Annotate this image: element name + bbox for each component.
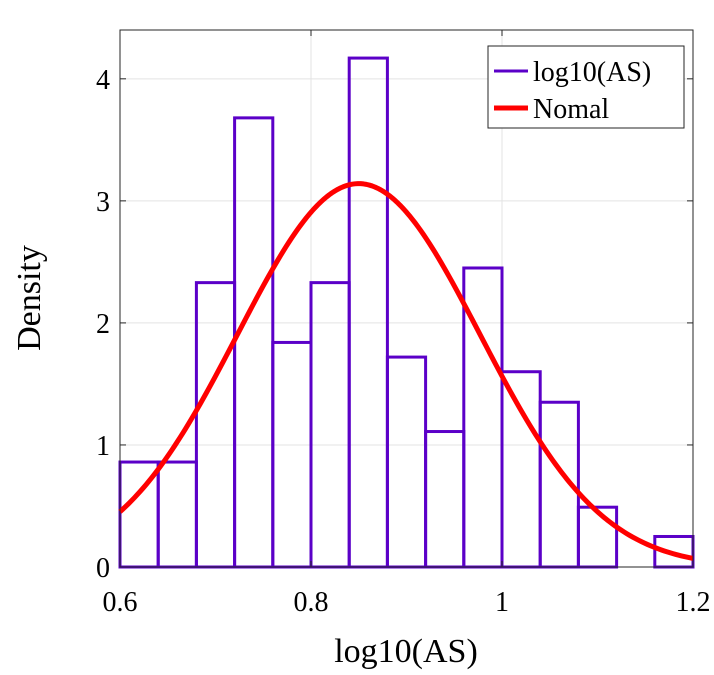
legend-label-histogram: log10(AS) — [533, 57, 651, 88]
legend-box — [487, 45, 685, 129]
x-tick-labels: 0.6 0.8 1 1.2 — [103, 587, 711, 618]
y-tick-labels: 0 1 2 3 4 — [96, 65, 110, 584]
y-tick-label: 3 — [96, 187, 110, 218]
legend: log10(AS) Nomal — [487, 45, 685, 129]
axis-ticks — [119, 30, 694, 568]
histogram-bars — [118, 56, 695, 569]
x-tick-label: 1.2 — [676, 587, 711, 618]
x-tick-label: 0.8 — [294, 587, 329, 618]
x-tick-label: 0.6 — [103, 587, 138, 618]
y-tick-label: 0 — [96, 553, 110, 584]
x-axis-title: log10(AS) — [334, 633, 478, 670]
y-tick-label: 4 — [96, 65, 110, 96]
x-tick-label: 1 — [495, 587, 509, 618]
normal-curve — [118, 181, 694, 561]
y-axis-title: Density — [11, 245, 48, 351]
normal-curve-line — [118, 181, 694, 561]
plot-frame — [119, 29, 694, 568]
y-tick-label: 2 — [96, 309, 110, 340]
y-tick-label: 1 — [96, 431, 110, 462]
legend-label-normal: Nomal — [533, 94, 609, 125]
